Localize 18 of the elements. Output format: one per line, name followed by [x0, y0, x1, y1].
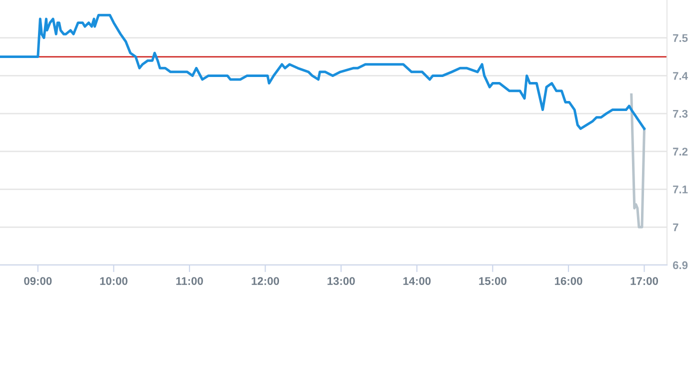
x-tick-label: 14:00 — [403, 277, 431, 285]
x-tick-label: 16:00 — [554, 277, 582, 285]
y-tick-label: 7.2 — [673, 148, 688, 156]
x-tick-label: 12:00 — [252, 277, 280, 285]
x-tick-label: 10:00 — [100, 277, 128, 285]
x-tick-label: 15:00 — [479, 277, 506, 285]
x-tick-label: 13:00 — [328, 277, 355, 285]
x-tick-label: 11:00 — [176, 277, 203, 285]
y-tick-label: 6.9 — [672, 261, 688, 270]
y-tick-label: 7.5 — [673, 34, 688, 42]
x-tick-label: 17:00 — [630, 277, 658, 285]
y-tick-label: 7.4 — [673, 72, 688, 80]
line-series — [630, 93, 646, 228]
line-series — [0, 14, 646, 130]
y-tick-label: 7.1 — [673, 186, 688, 194]
y-tick-label: 7 — [673, 224, 678, 232]
x-tick-label: 09:00 — [24, 277, 52, 285]
y-tick-label: 7.3 — [673, 110, 688, 118]
